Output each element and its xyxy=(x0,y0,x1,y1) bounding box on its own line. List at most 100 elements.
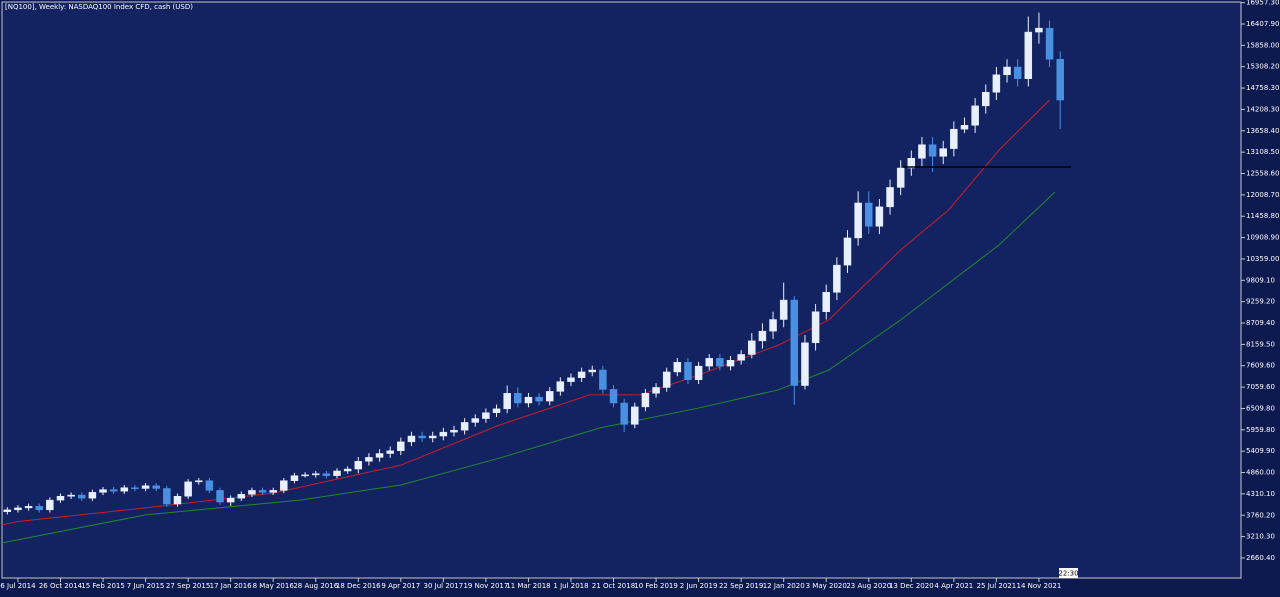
candle-body xyxy=(1045,27,1054,60)
candle-body xyxy=(3,509,12,513)
candle-body xyxy=(418,435,426,439)
candle-body xyxy=(726,360,735,367)
candle-body xyxy=(375,453,384,458)
x-tick-label: 8 May 2016 xyxy=(253,582,295,590)
x-tick-label: 21 Oct 2018 xyxy=(592,582,635,590)
candle-body xyxy=(865,202,873,227)
candle-body xyxy=(769,319,777,332)
y-tick-label: 3210.30 xyxy=(1246,533,1275,541)
candle-body xyxy=(918,144,926,159)
candle-body xyxy=(163,488,171,505)
candle-body xyxy=(960,125,969,130)
candle-body xyxy=(811,311,820,344)
candle-body xyxy=(684,361,692,380)
candle-body xyxy=(280,480,288,491)
candle-body xyxy=(141,485,150,489)
candle-body xyxy=(950,128,958,149)
candle-body xyxy=(652,387,660,394)
candle-body xyxy=(822,292,830,312)
candle-body xyxy=(535,396,543,402)
x-tick-label: 9 Apr 2017 xyxy=(381,582,420,590)
x-tick-label: 3 May 2020 xyxy=(806,582,847,590)
x-tick-label: 11 Mar 2018 xyxy=(506,582,550,590)
candle-body xyxy=(322,473,331,476)
plot-layer xyxy=(1,12,1071,544)
x-tick-label: 6 Jul 2014 xyxy=(0,582,36,590)
candle-body xyxy=(737,354,745,361)
moving-average-line xyxy=(1,191,1056,544)
candle-body xyxy=(631,406,639,425)
candle-body xyxy=(748,340,756,355)
candle-body xyxy=(790,299,799,386)
time-tag-label: 22:30 xyxy=(1058,570,1078,578)
y-tick-label: 14208.30 xyxy=(1246,105,1279,113)
candle-body xyxy=(609,389,618,404)
candle-body xyxy=(1013,66,1022,79)
y-tick-label: 6509.80 xyxy=(1246,404,1275,412)
x-tick-label: 17 Jan 2016 xyxy=(210,582,253,590)
x-tick-label: 1 Jul 2018 xyxy=(553,582,588,590)
x-tick-label: 7 Jun 2015 xyxy=(127,582,165,590)
candle-body xyxy=(907,158,916,169)
y-tick-label: 12008.70 xyxy=(1246,191,1279,199)
candle-body xyxy=(354,461,363,470)
x-tick-label: 26 Oct 2014 xyxy=(39,582,83,590)
candle-body xyxy=(343,468,352,472)
candle-body xyxy=(88,492,97,499)
candle-body xyxy=(577,371,586,379)
candle-body xyxy=(173,495,182,505)
y-tick-label: 9809.10 xyxy=(1246,276,1275,284)
candle-body xyxy=(450,429,458,433)
y-tick-label: 13658.40 xyxy=(1246,127,1279,135)
x-tick-label: 4 Apr 2021 xyxy=(934,582,973,590)
candle-body xyxy=(205,480,214,491)
y-tick-label: 5959.80 xyxy=(1246,426,1275,434)
x-tick-label: 19 Nov 2017 xyxy=(463,582,508,590)
x-tick-label: 27 Sep 2015 xyxy=(166,582,210,590)
x-tick-label: 22 Sep 2019 xyxy=(719,582,763,590)
candle-body xyxy=(599,369,607,390)
candle-body xyxy=(35,506,43,511)
candle-body xyxy=(152,485,160,489)
y-tick-label: 8159.50 xyxy=(1246,340,1275,348)
candle-body xyxy=(226,497,235,503)
moving-average-line xyxy=(1,99,1050,526)
x-tick-label: 23 Aug 2020 xyxy=(846,582,891,590)
candle-body xyxy=(939,148,947,157)
candle-body xyxy=(109,489,118,492)
candle-body xyxy=(758,330,767,342)
x-tick-label: 14 Nov 2021 xyxy=(1017,582,1062,590)
candle-body xyxy=(460,422,469,431)
candle-body xyxy=(14,507,22,511)
candle-body xyxy=(896,167,905,188)
candle-body xyxy=(365,457,373,462)
candle-body xyxy=(545,391,554,402)
candle-body xyxy=(428,435,437,439)
y-tick-label: 13108.50 xyxy=(1246,148,1279,156)
candle-body xyxy=(588,369,597,373)
time-tag: 22:30 xyxy=(1058,568,1079,578)
candle-body xyxy=(514,393,522,404)
y-tick-label: 4310.10 xyxy=(1246,490,1275,498)
candle-body xyxy=(237,494,246,499)
x-tick-label: 30 Jul 2017 xyxy=(424,582,464,590)
candle-body xyxy=(779,299,788,320)
candle-body xyxy=(99,489,107,493)
candle-body xyxy=(397,441,405,452)
y-tick-label: 10908.90 xyxy=(1246,234,1279,242)
candle-body xyxy=(886,187,894,208)
y-tick-label: 3760.20 xyxy=(1246,511,1275,519)
y-tick-label: 5409.90 xyxy=(1246,447,1275,455)
candle-body xyxy=(78,494,86,499)
y-tick-label: 4860.00 xyxy=(1246,469,1275,477)
candle-body xyxy=(982,92,990,107)
y-tick-label: 9259.20 xyxy=(1246,298,1275,306)
candle-body xyxy=(301,474,309,477)
candle-body xyxy=(694,365,703,380)
y-tick-label: 8709.40 xyxy=(1246,319,1275,327)
candle-body xyxy=(482,412,490,419)
candle-body xyxy=(258,490,267,493)
candle-body xyxy=(195,480,203,483)
candle-body xyxy=(1035,27,1043,33)
